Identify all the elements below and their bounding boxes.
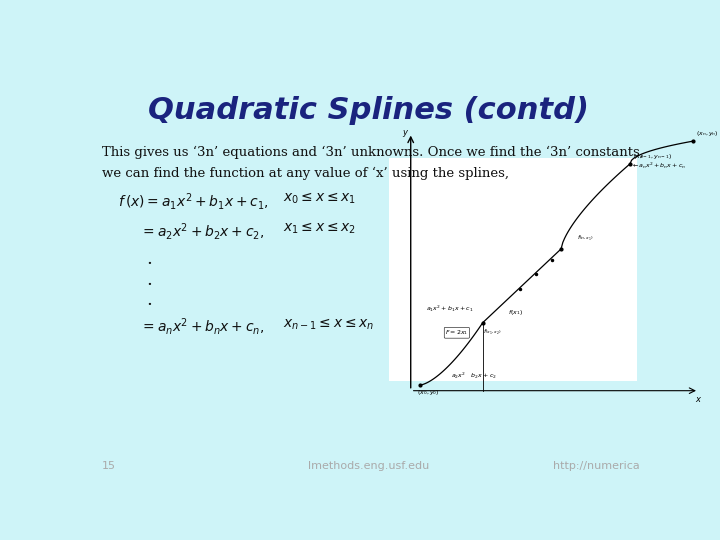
Text: $F=2x_1$: $F=2x_1$ — [445, 328, 469, 337]
Text: .: . — [145, 292, 152, 309]
Text: $x_{n-1} \leq x \leq x_n$: $x_{n-1} \leq x \leq x_n$ — [282, 316, 374, 332]
Text: $a_2 x^2 \quad b_2 x + c_2$: $a_2 x^2 \quad b_2 x + c_2$ — [451, 371, 498, 381]
Text: $= a_2 x^2 + b_2 x + c_2,$: $= a_2 x^2 + b_2 x + c_2,$ — [140, 221, 265, 242]
Text: http://numerica: http://numerica — [553, 462, 639, 471]
Text: $(x_0, y_0)$: $(x_0, y_0)$ — [417, 388, 440, 397]
Text: we can find the function at any value of ‘x’ using the splines,: we can find the function at any value of… — [102, 167, 509, 180]
Text: $(x_{n-1}, y_{n-1})$: $(x_{n-1}, y_{n-1})$ — [633, 152, 672, 161]
Text: lmethods.eng.usf.edu: lmethods.eng.usf.edu — [308, 462, 430, 471]
Text: .: . — [145, 250, 152, 268]
FancyBboxPatch shape — [389, 158, 637, 381]
Text: $f_{(x_1,x_2)}$: $f_{(x_1,x_2)}$ — [483, 327, 502, 337]
Text: This gives us ‘3n’ equations and ‘3n’ unknowns. Once we find the ‘3n’ constants,: This gives us ‘3n’ equations and ‘3n’ un… — [102, 146, 644, 159]
Text: $x_0 \leq x \leq x_1$: $x_0 \leq x \leq x_1$ — [282, 191, 356, 206]
Text: x: x — [696, 395, 701, 404]
Text: $f(x_1)$: $f(x_1)$ — [508, 308, 523, 317]
Text: $f\,(x) = a_1 x^2 + b_1 x + c_1,$: $f\,(x) = a_1 x^2 + b_1 x + c_1,$ — [118, 191, 269, 212]
Text: 15: 15 — [102, 462, 116, 471]
Text: .: . — [145, 271, 152, 288]
Text: $(x_n, y_n)$: $(x_n, y_n)$ — [696, 130, 719, 138]
Text: $= a_n x^2 + b_n x + c_n,$: $= a_n x^2 + b_n x + c_n,$ — [140, 316, 264, 338]
Text: $a_1 x^2 + b_1 x + c_1$: $a_1 x^2 + b_1 x + c_1$ — [426, 304, 474, 314]
Text: Quadratic Splines (contd): Quadratic Splines (contd) — [148, 96, 590, 125]
Text: $f_{(n,x_1)}$: $f_{(n,x_1)}$ — [577, 234, 593, 243]
Text: y: y — [402, 129, 408, 138]
Text: $\leftarrow a_n x^2 + b_n x + c_n$: $\leftarrow a_n x^2 + b_n x + c_n$ — [631, 161, 686, 171]
Text: $x_1 \leq x \leq x_2$: $x_1 \leq x \leq x_2$ — [282, 221, 356, 236]
